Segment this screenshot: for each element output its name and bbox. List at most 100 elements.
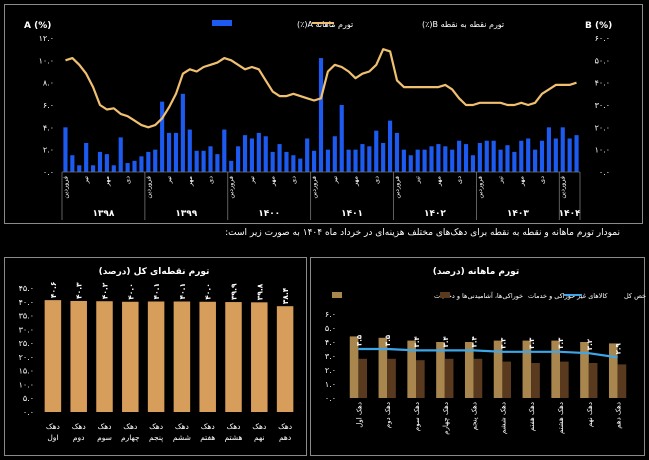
y-tick: ۳۵.۰ — [19, 312, 34, 321]
line-value-label: ۳.۴ — [442, 335, 450, 347]
month-tick-label: تیر — [165, 176, 173, 185]
monthly-bar — [450, 149, 455, 172]
y-tick: ۰.۰ — [325, 394, 336, 403]
y-tick: ۴۰.۰ — [19, 298, 34, 307]
line-value-label: ۳.۵ — [355, 334, 363, 346]
nonfood-bar — [473, 358, 483, 398]
y-tick: ۰.۰ — [23, 408, 34, 417]
monthly-bar — [63, 127, 68, 172]
y-tick: ۵.۰ — [23, 394, 34, 403]
category-label: دهک نهم — [586, 402, 594, 427]
monthly-bar — [360, 144, 365, 172]
month-tick-label: دی — [289, 176, 297, 184]
yoy-decile-bar — [44, 300, 62, 412]
line-value-label: ۳.۴ — [413, 335, 421, 347]
monthly-bar — [180, 93, 185, 172]
monthly-bar — [526, 138, 531, 172]
monthly-bar — [291, 155, 296, 172]
bar-value-label: ۳۹.۸ — [255, 283, 264, 300]
monthly-bar — [139, 156, 144, 172]
category-label-line1: دهک — [123, 422, 137, 431]
year-label: ۱۴۰۰ — [258, 209, 280, 219]
monthly-bar — [367, 146, 372, 172]
monthly-bar — [401, 149, 406, 172]
month-tick-label: دی — [124, 176, 132, 184]
monthly-bar — [353, 149, 358, 172]
monthly-bar — [505, 145, 510, 172]
monthly-bar — [491, 140, 496, 172]
monthly-bar — [70, 155, 75, 172]
legend-swatch-nonfood — [440, 292, 450, 298]
monthly-bar — [415, 149, 420, 172]
nonfood-bar — [416, 360, 425, 398]
monthly-bar — [346, 149, 351, 172]
bar-value-label: ۴۰.۱ — [178, 283, 187, 300]
category-label-line2: هفتم — [200, 433, 215, 442]
category-label-line2: چهارم — [121, 433, 140, 442]
y-right-tick: ۴۰.۰ — [595, 79, 610, 88]
y-left-tick: ۰.۰ — [43, 168, 54, 177]
monthly-bar — [263, 136, 268, 172]
year-label: ۱۳۹۸ — [92, 209, 114, 219]
legend-label-food: خوراکی‌ها، آشامیدنی‌ها و دخانیات — [434, 291, 523, 300]
monthly-bar — [512, 151, 517, 172]
monthly-bar — [125, 163, 130, 172]
category-label-line1: دهک — [46, 422, 60, 431]
y-right-tick: ۶۰.۰ — [595, 34, 610, 43]
monthly-bar — [422, 149, 427, 172]
monthly-bar — [408, 155, 413, 172]
yoy-decile-bar — [173, 301, 191, 412]
year-label: ۱۳۹۹ — [175, 209, 197, 219]
monthly-bar — [539, 140, 545, 172]
monthly-bar — [222, 129, 227, 172]
month-tick-label: فروردین — [559, 176, 567, 199]
line-value-label: ۳.۳ — [528, 337, 536, 349]
category-label: دهک هشتم — [557, 402, 565, 434]
monthly-bar — [567, 138, 572, 172]
month-tick-label: فروردین — [476, 176, 484, 199]
yoy-decile-bar — [225, 302, 242, 412]
yoy-decile-bar — [276, 306, 294, 412]
month-tick-label: تیر — [414, 176, 422, 185]
monthly-bar — [146, 151, 151, 172]
y-tick: ۱۰.۰ — [19, 380, 34, 389]
monthly-bar — [546, 127, 551, 172]
chart-caption: نمودار تورم ماهانه و نقطه به نقطه برای د… — [225, 228, 620, 238]
monthly-bar — [153, 149, 158, 172]
monthly-bar — [215, 154, 220, 172]
y-left-tick: ۱۲.۰ — [39, 34, 54, 43]
y-right-tick: ۲۰.۰ — [595, 123, 610, 132]
monthly-bar — [477, 142, 482, 172]
yoy-decile-bar — [199, 301, 216, 412]
monthly-bar — [381, 142, 386, 172]
monthly-bar — [387, 120, 393, 172]
category-label-line2: دوم — [73, 433, 85, 442]
category-label-line1: دهک — [97, 422, 111, 431]
monthly-bar — [242, 135, 248, 172]
category-label-line2: ششم — [173, 433, 191, 442]
nonfood-bar — [617, 364, 627, 398]
food-bar — [493, 340, 503, 398]
category-label-line1: دهک — [252, 422, 266, 431]
category-label: دهک ششم — [499, 402, 507, 434]
month-tick-label: فروردین — [61, 176, 69, 199]
legend-swatch-food — [332, 292, 342, 298]
food-bar — [522, 340, 532, 398]
monthly-bar — [318, 58, 324, 172]
chart-title: تورم نقطه‌ای کل (درصد) — [99, 267, 210, 277]
monthly-bar — [132, 160, 137, 172]
monthly-bar — [187, 129, 192, 172]
y-left-tick: ۴.۰ — [43, 123, 54, 132]
category-label-line2: دهم — [279, 433, 291, 442]
monthly-bar — [277, 144, 282, 172]
category-label-line2: هشتم — [225, 433, 243, 442]
bar-value-label: ۳۸.۴ — [281, 287, 290, 304]
monthly-bar — [498, 149, 503, 172]
line-value-label: ۳.۳ — [557, 337, 565, 349]
food-bar — [407, 340, 416, 398]
top-chart: A (%) B (%) تورم ماهانه A(٪) تورم نقطه به ن… — [24, 20, 612, 220]
monthly-bar — [519, 140, 524, 172]
bar-value-label: ۴۰.۲ — [101, 282, 110, 299]
month-tick-label: تیر — [248, 176, 256, 185]
monthly-bar — [173, 132, 179, 172]
